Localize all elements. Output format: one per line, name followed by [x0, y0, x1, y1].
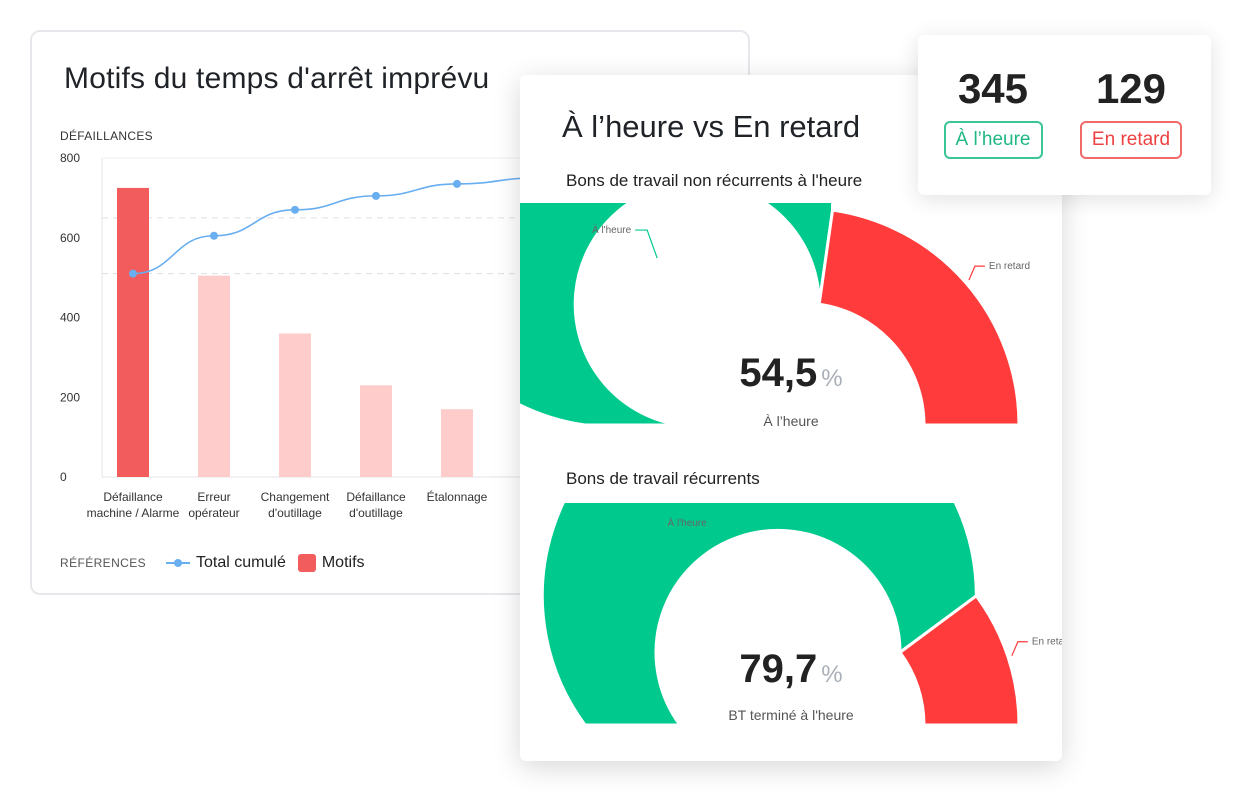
- y-tick-label: 400: [60, 311, 80, 325]
- gauge-late-segment: [897, 593, 1021, 727]
- cumulative-point: [129, 269, 137, 278]
- downtime-reasons-title: Motifs du temps d'arrêt imprévu: [64, 62, 490, 95]
- callout-late: En retard: [1032, 637, 1062, 648]
- callout-leader-right: [968, 265, 985, 281]
- gauge-1-subtitle: Bons de travail non récurrents à l'heure: [566, 171, 863, 190]
- bar: [360, 385, 392, 477]
- legend-references-label: RÉFÉRENCES: [60, 556, 147, 570]
- y-tick-label: 0: [60, 470, 67, 484]
- category-label: Défaillance: [103, 490, 163, 504]
- legend-cumulative-label: Total cumulé: [196, 554, 286, 571]
- legend-cumulative-total[interactable]: Total cumulé: [166, 554, 286, 572]
- late-count: 129: [1095, 65, 1167, 112]
- chart-legend: RÉFÉRENCES Total cumulé Motifs: [60, 554, 365, 572]
- callout-leader-right: [1011, 641, 1028, 656]
- gauge-2-subtitle: Bons de travail récurrents: [566, 469, 760, 488]
- y-tick-label: 200: [60, 390, 80, 404]
- gauge-1-value-number: 54,5: [739, 351, 818, 395]
- category-label: Étalonnage: [427, 489, 488, 504]
- gauge-1-label: À l’heure: [763, 413, 819, 429]
- line-marker-icon: [166, 559, 191, 567]
- gauge-on-time-segment: [520, 203, 835, 427]
- pareto-chart: DÉFAILLANCES 0 200 400 600 800 Défaillance mach…: [60, 128, 752, 536]
- bar: [441, 409, 473, 477]
- category-label: Erreur: [197, 490, 230, 504]
- late-badge[interactable]: En retard: [1079, 121, 1183, 159]
- cumulative-point: [453, 179, 461, 188]
- gauge-2-value: 79,7%: [520, 647, 1062, 692]
- y-axis-title: DÉFAILLANCES: [60, 128, 153, 143]
- gauge-late-segment: [817, 208, 1021, 427]
- gauge-2-unit: %: [821, 661, 843, 688]
- gauge-on-time-segment: [540, 503, 978, 727]
- callout-on-time: À l'heure: [668, 516, 708, 529]
- gauge-1-value: 54,5%: [520, 351, 1062, 396]
- callout-late: En retard: [989, 261, 1030, 272]
- late-stat: 129 En retard: [1066, 65, 1196, 159]
- callout-on-time: À l'heure: [592, 223, 632, 236]
- cumulative-line: [132, 177, 539, 275]
- cumulative-point: [291, 205, 299, 214]
- legend-reasons-label: Motifs: [321, 554, 365, 571]
- category-label: opérateur: [188, 506, 239, 520]
- gauge-non-recurring: À l'heure En retard: [520, 203, 1030, 427]
- cumulative-point: [372, 191, 380, 200]
- on-time-stat: 345 À l’heure: [928, 65, 1058, 159]
- on-time-badge[interactable]: À l’heure: [943, 121, 1043, 159]
- category-label: Défaillance: [346, 490, 406, 504]
- callout-leader-left: [635, 229, 658, 259]
- y-tick-label: 600: [60, 231, 80, 245]
- gauge-recurring: À l'heure En retard: [540, 503, 1062, 727]
- on-time-count: 345: [957, 65, 1029, 112]
- gauge-2-value-number: 79,7: [739, 647, 818, 691]
- legend-reasons[interactable]: Motifs: [297, 554, 365, 572]
- bar: [198, 275, 230, 477]
- gauge-2-label: BT terminé à l'heure: [728, 707, 854, 723]
- on-time-vs-late-card: À l’heure vs En retard Bons de travail n…: [520, 75, 1062, 761]
- callout-leader-left: [710, 514, 734, 524]
- on-time-late-stats-card: 345 À l’heure 129 En retard: [918, 35, 1211, 195]
- bar: [117, 187, 149, 477]
- cumulative-point: [210, 231, 218, 240]
- category-label: d'outillage: [349, 506, 403, 520]
- y-tick-label: 800: [60, 151, 80, 165]
- gauge-1-unit: %: [821, 365, 843, 392]
- category-label: machine / Alarme: [87, 506, 180, 520]
- on-time-vs-late-title: À l’heure vs En retard: [562, 109, 861, 144]
- bar-swatch-icon: [297, 554, 316, 572]
- category-label: d'outillage: [268, 506, 322, 520]
- bar: [279, 333, 311, 477]
- category-label: Changement: [261, 490, 330, 504]
